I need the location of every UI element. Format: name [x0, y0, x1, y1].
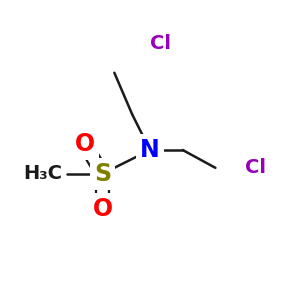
Text: O: O	[74, 132, 95, 156]
Text: O: O	[92, 197, 112, 221]
Text: Cl: Cl	[150, 34, 171, 52]
Text: N: N	[140, 138, 160, 162]
Text: Cl: Cl	[245, 158, 266, 177]
Text: S: S	[94, 162, 111, 186]
Text: H₃C: H₃C	[23, 164, 62, 183]
